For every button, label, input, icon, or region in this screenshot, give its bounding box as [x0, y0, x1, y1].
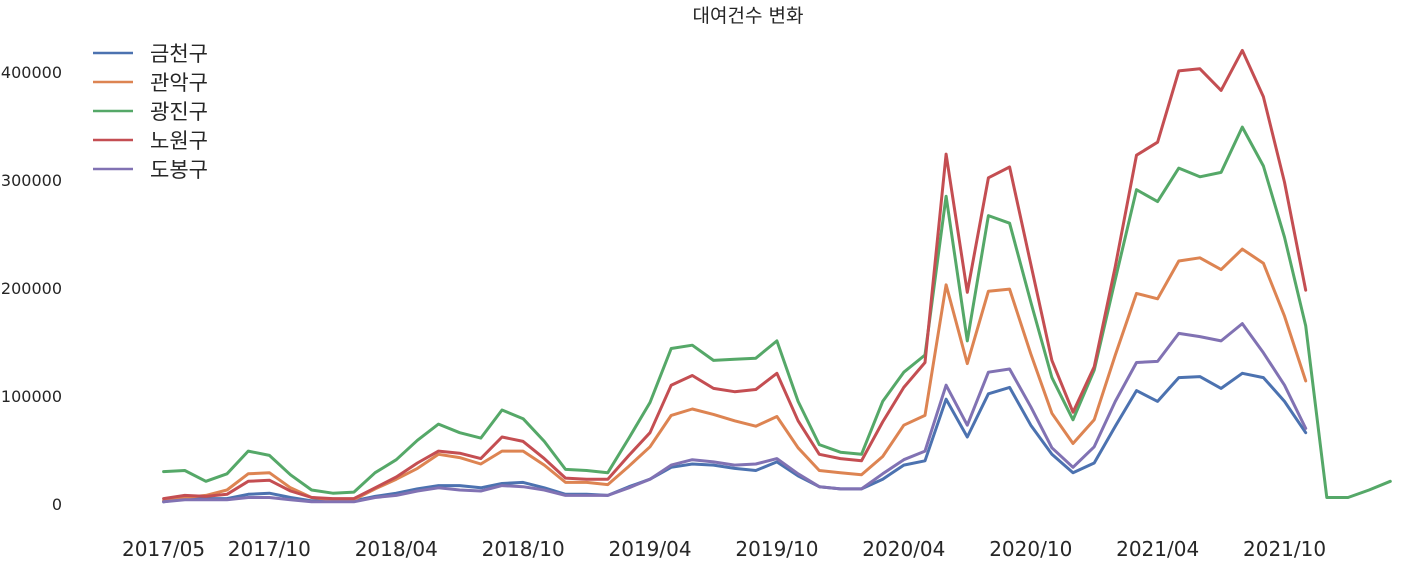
legend-label-3: 광진구 — [150, 100, 208, 124]
y-tick-label-200000: 200000 — [1, 279, 62, 298]
y-tick-label-300000: 300000 — [1, 171, 62, 190]
x-tick-label-2021-04: 2021/04 — [1116, 537, 1199, 561]
x-tick-label-2020-04: 2020/04 — [862, 537, 945, 561]
y-tick-label-400000: 400000 — [1, 63, 62, 82]
y-tick-label-100000: 100000 — [1, 387, 62, 406]
x-tick-label-2018-10: 2018/10 — [482, 537, 565, 561]
y-tick-label-0: 0 — [52, 495, 62, 514]
series-4 — [164, 50, 1306, 498]
series-line-5 — [164, 324, 1306, 502]
x-tick-label-2017-05: 2017/05 — [122, 537, 205, 561]
series-line-4 — [164, 50, 1306, 498]
x-tick-label-2017-10: 2017/10 — [228, 537, 311, 561]
series-lines — [164, 50, 1391, 501]
x-axis-ticks: 2017/05 2017/10 2018/04 2018/10 2019/04 2019/… — [122, 537, 1326, 561]
legend-label-5: 도봉구 — [150, 158, 208, 182]
legend-item-5: 도봉구 — [93, 158, 208, 182]
legend-label-4: 노원구 — [150, 129, 208, 153]
x-tick-label-2019-10: 2019/10 — [735, 537, 818, 561]
legend-item-2: 관악구 — [93, 71, 208, 95]
legend-label-1: 금천구 — [150, 42, 208, 66]
series-line-2 — [164, 249, 1306, 501]
series-3 — [164, 127, 1391, 497]
x-tick-label-2019-04: 2019/04 — [609, 537, 692, 561]
legend-item-1: 금천구 — [93, 42, 208, 66]
series-line-3 — [164, 127, 1391, 497]
series-5 — [164, 324, 1306, 502]
series-2 — [164, 249, 1306, 501]
legend-label-2: 관악구 — [150, 71, 208, 95]
y-axis-ticks: 0 100000 200000 300000 400000 — [1, 63, 62, 514]
x-tick-label-2020-10: 2020/10 — [989, 537, 1072, 561]
chart-title: 대여건수 변화 — [693, 5, 804, 27]
legend-item-4: 노원구 — [93, 129, 208, 153]
legend-item-3: 광진구 — [93, 100, 208, 124]
x-tick-label-2021-10: 2021/10 — [1243, 537, 1326, 561]
x-tick-label-2018-04: 2018/04 — [355, 537, 438, 561]
